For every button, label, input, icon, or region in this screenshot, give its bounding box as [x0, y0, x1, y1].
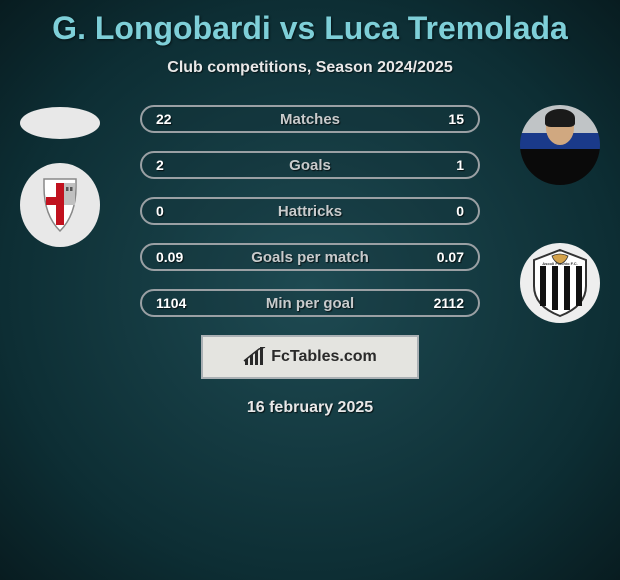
stat-row: 0 Hattricks 0	[140, 197, 480, 225]
stat-label: Goals per match	[251, 249, 369, 266]
stat-right-value: 2112	[424, 295, 464, 311]
shield-icon: Ascoli Picchio F.C.	[530, 248, 590, 318]
stat-label: Matches	[280, 111, 340, 128]
stat-label: Min per goal	[266, 295, 354, 312]
brand-box: FcTables.com	[201, 335, 419, 379]
stat-row: 2 Goals 1	[140, 151, 480, 179]
stat-left-value: 1104	[156, 295, 196, 311]
stat-row: 0.09 Goals per match 0.07	[140, 243, 480, 271]
bar-chart-icon	[243, 347, 267, 367]
page-title: G. Longobardi vs Luca Tremolada	[0, 0, 620, 47]
stat-right-value: 1	[424, 157, 464, 173]
shield-icon	[20, 163, 100, 247]
stat-label: Hattricks	[278, 203, 342, 220]
stat-left-value: 0	[156, 203, 196, 219]
stat-right-value: 15	[424, 111, 464, 127]
date-line: 16 february 2025	[0, 399, 620, 417]
subtitle: Club competitions, Season 2024/2025	[0, 59, 620, 77]
svg-text:Ascoli Picchio F.C.: Ascoli Picchio F.C.	[542, 261, 578, 266]
club-right-crest: Ascoli Picchio F.C.	[520, 243, 600, 323]
club-left-crest	[20, 163, 100, 247]
stat-left-value: 22	[156, 111, 196, 127]
stat-right-value: 0	[424, 203, 464, 219]
stat-row: 1104 Min per goal 2112	[140, 289, 480, 317]
stat-left-value: 2	[156, 157, 196, 173]
player-right-photo	[520, 105, 600, 185]
comparison-content: Ascoli Picchio F.C. 22 Matches 15 2 Goal…	[0, 105, 620, 417]
player-left-photo	[20, 107, 100, 139]
stat-left-value: 0.09	[156, 249, 196, 265]
brand-label: FcTables.com	[271, 348, 377, 366]
stat-row: 22 Matches 15	[140, 105, 480, 133]
stat-rows: 22 Matches 15 2 Goals 1 0 Hattricks 0 0.…	[140, 105, 480, 317]
stat-right-value: 0.07	[424, 249, 464, 265]
stat-label: Goals	[289, 157, 331, 174]
